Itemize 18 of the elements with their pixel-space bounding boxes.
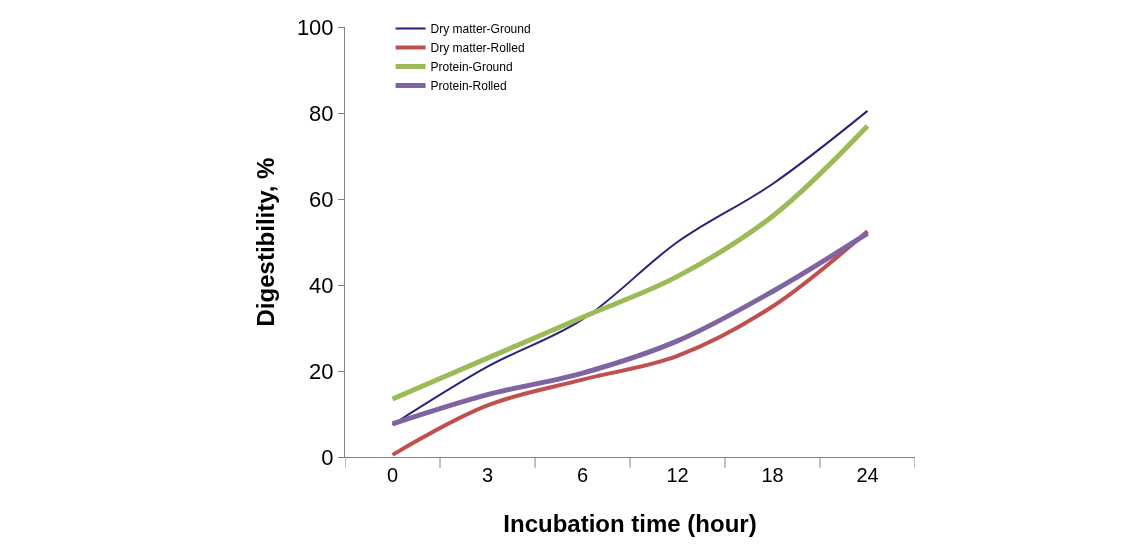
legend-label: Protein-Ground <box>430 60 513 75</box>
x-tick-label: 18 <box>761 464 784 486</box>
y-tick-label: 100 <box>296 14 334 40</box>
y-tick-label: 20 <box>309 358 334 384</box>
legend-label: Dry matter-Ground <box>430 22 531 37</box>
x-tick-label: 0 <box>386 464 399 486</box>
y-axis-title: Digestibility, % <box>251 157 279 327</box>
x-tick-label: 12 <box>666 464 689 486</box>
x-tick-label: 6 <box>576 464 589 486</box>
x-tick-label: 24 <box>856 464 879 486</box>
y-tick-label: 40 <box>309 272 334 298</box>
x-axis-title: Incubation time (hour) <box>503 510 757 538</box>
y-tick-label: 60 <box>309 186 334 212</box>
y-tick-label: 80 <box>309 100 334 126</box>
x-tick-label: 3 <box>481 464 494 486</box>
legend-label: Dry matter-Rolled <box>430 41 525 56</box>
legend-label: Protein-Rolled <box>430 79 507 94</box>
y-tick-label: 0 <box>321 444 334 470</box>
